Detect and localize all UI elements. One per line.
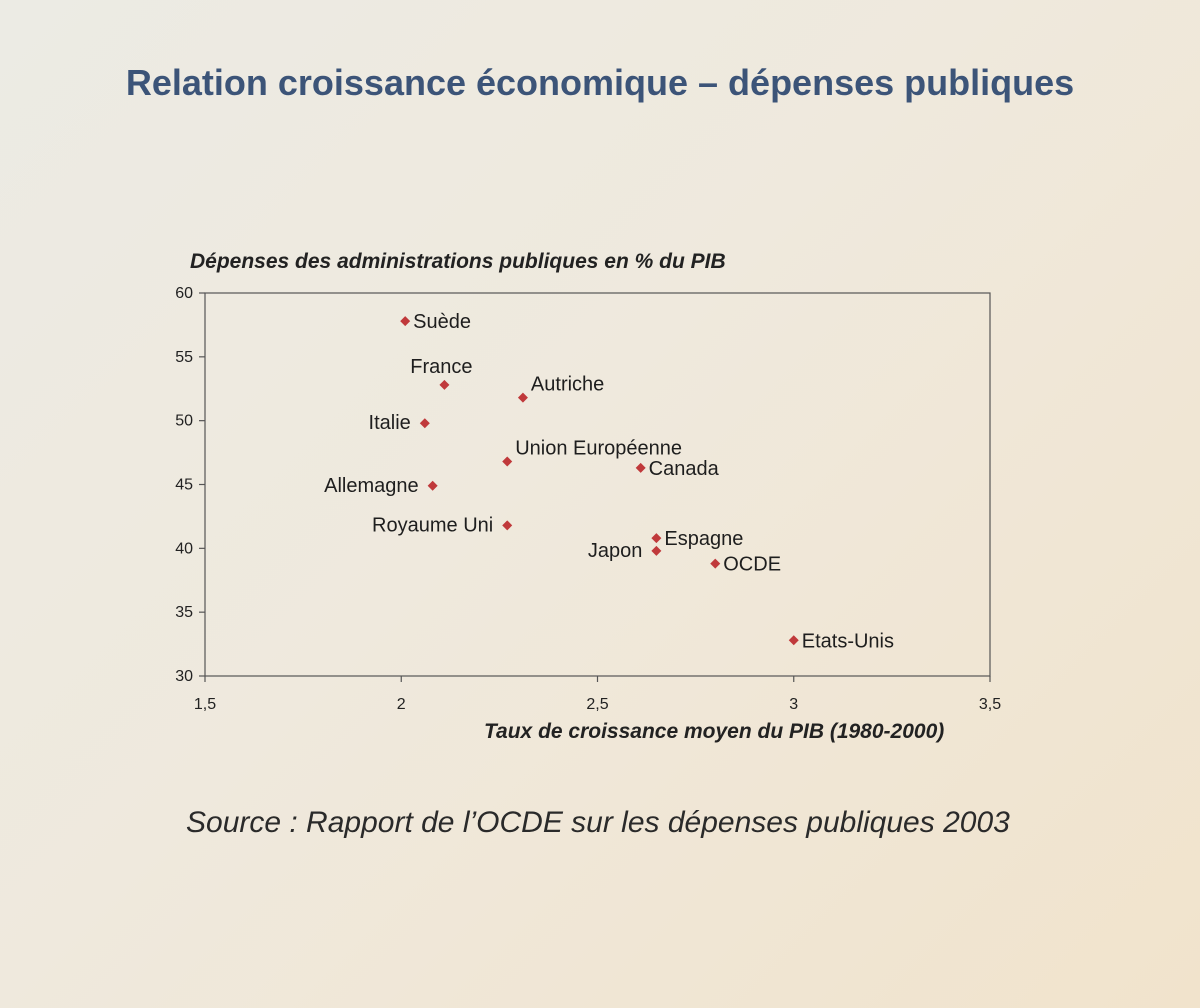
y-tick-label: 35 [175, 604, 193, 621]
data-point-label: Etats-Unis [802, 630, 894, 652]
data-point-marker [427, 480, 438, 491]
data-point-marker [400, 316, 411, 327]
data-point-label: Union Européenne [515, 438, 682, 460]
data-point-marker [502, 520, 513, 531]
data-point-label: Canada [649, 458, 720, 480]
y-tick-label: 50 [175, 413, 193, 430]
data-point-marker [635, 462, 646, 473]
x-axis: 1,5 2 2,5 3 3,5 [194, 676, 1001, 713]
x-tick-label: 1,5 [194, 696, 216, 713]
data-point-marker [439, 379, 450, 390]
data-point-marker [651, 533, 662, 544]
data-point-label: Italie [369, 412, 411, 434]
data-points: Suède France Autriche Italie Union Européenn… [324, 311, 894, 652]
x-tick-label: 3 [789, 696, 798, 713]
data-point-label: Japon [588, 540, 643, 562]
y-tick-label: 60 [175, 285, 193, 302]
data-point-marker [502, 456, 513, 467]
data-point-marker [788, 635, 799, 646]
x-tick-label: 2 [397, 696, 406, 713]
data-point-marker [651, 545, 662, 556]
y-axis: 30 35 40 45 50 55 60 [175, 285, 205, 685]
y-tick-label: 30 [175, 668, 193, 685]
data-point-label: France [410, 356, 472, 378]
plot-area-frame [204, 292, 991, 677]
data-point-label: Autriche [531, 374, 604, 396]
x-tick-label: 3,5 [979, 696, 1001, 713]
data-point-label: Suède [413, 311, 471, 333]
y-tick-label: 45 [175, 477, 193, 494]
slide-title: Relation croissance économique – dépense… [125, 62, 1075, 103]
data-point-label: Allemagne [324, 475, 419, 497]
data-point-label: Royaume Uni [372, 514, 493, 536]
data-point-marker [517, 392, 528, 403]
x-tick-label: 2,5 [586, 696, 608, 713]
y-tick-label: 55 [175, 349, 193, 366]
data-point-label: OCDE [723, 554, 781, 576]
source-note: Source : Rapport de l’OCDE sur les dépen… [186, 806, 1010, 839]
data-point-marker [710, 558, 721, 569]
data-point-marker [419, 418, 430, 429]
y-axis-title: Dépenses des administrations publiques e… [190, 250, 726, 273]
x-axis-title: Taux de croissance moyen du PIB (1980-20… [484, 720, 945, 743]
data-point-label: Espagne [664, 528, 743, 550]
y-tick-label: 40 [175, 540, 193, 557]
